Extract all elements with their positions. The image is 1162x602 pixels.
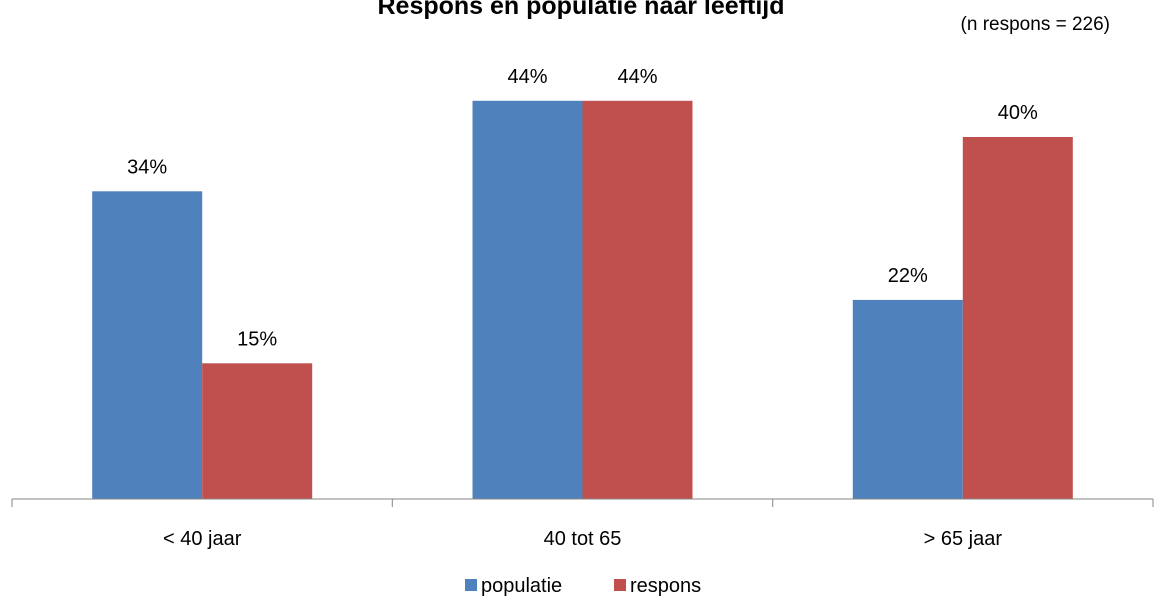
chart-subtitle: (n respons = 226)	[961, 14, 1110, 35]
x-tick-label-1: 40 tot 65	[544, 528, 622, 550]
legend-label-populatie: populatie	[481, 575, 562, 597]
legend-label-respons: respons	[630, 575, 701, 597]
bar-populatie-0	[92, 191, 203, 500]
bar-respons-2	[962, 137, 1073, 499]
data-label-populatie-0: 34%	[127, 156, 167, 178]
data-label-respons-0: 15%	[237, 328, 277, 350]
data-label-respons-2: 40%	[998, 102, 1038, 124]
bar-populatie-2	[852, 299, 963, 499]
data-label-respons-1: 44%	[617, 66, 657, 88]
chart-title: Respons en populatie naar leeftijd	[377, 0, 784, 20]
bar-respons-1	[582, 100, 693, 500]
bar-populatie-1	[472, 100, 583, 500]
bar-respons-0	[202, 363, 313, 500]
x-tick-label-2: > 65 jaar	[924, 528, 1003, 550]
x-axis: < 40 jaar 40 tot 65 > 65 jaar	[11, 498, 1154, 550]
legend-swatch-respons	[614, 579, 626, 591]
x-tick-label-0: < 40 jaar	[163, 528, 242, 550]
bars-layer: 34% 15% 44% 44% 22% 40%	[92, 66, 1073, 500]
data-label-populatie-2: 22%	[888, 265, 928, 287]
data-label-populatie-1: 44%	[507, 66, 547, 88]
legend: populatie respons	[465, 575, 701, 597]
legend-swatch-populatie	[465, 579, 477, 591]
